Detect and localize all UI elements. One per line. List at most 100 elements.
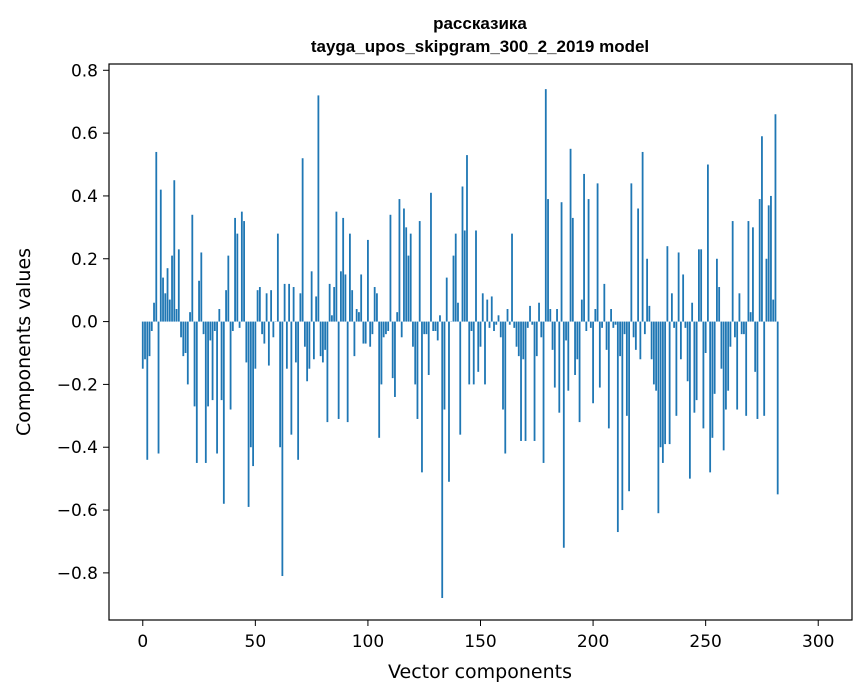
bar <box>321 321 324 363</box>
bar <box>625 321 628 416</box>
bar <box>416 321 419 419</box>
bar <box>436 321 439 341</box>
bar <box>670 293 673 322</box>
bar <box>380 321 383 385</box>
bar <box>398 199 401 322</box>
x-tick-label: 50 <box>245 632 267 652</box>
bar <box>412 321 414 347</box>
bar <box>157 321 160 454</box>
bar <box>720 321 723 369</box>
y-tick-label: 0.2 <box>71 250 98 270</box>
bar <box>495 321 498 325</box>
bar <box>432 321 435 331</box>
bar <box>763 321 766 416</box>
bar <box>243 221 245 322</box>
bar <box>738 293 741 322</box>
bar <box>180 321 182 338</box>
bar <box>195 321 198 463</box>
bar <box>767 205 770 322</box>
bar <box>531 321 534 325</box>
bar <box>216 321 218 454</box>
x-tick-label: 200 <box>577 632 609 652</box>
bar <box>439 315 441 322</box>
bar <box>490 296 493 322</box>
x-tick-label: 150 <box>464 632 496 652</box>
x-tick-label: 100 <box>352 632 384 652</box>
bar <box>207 321 209 407</box>
bar <box>526 321 529 328</box>
bar <box>333 287 336 322</box>
bar <box>463 230 466 322</box>
bar <box>427 321 430 375</box>
bar <box>182 321 185 357</box>
bar <box>700 249 703 322</box>
bar <box>589 321 592 328</box>
bar <box>414 321 417 385</box>
bar <box>621 321 624 511</box>
bar <box>743 321 745 335</box>
y-tick-label: 0.8 <box>71 61 98 81</box>
bar <box>276 233 279 322</box>
bar <box>529 305 531 322</box>
bar <box>704 321 707 353</box>
bar <box>749 312 752 322</box>
bar <box>369 321 372 347</box>
bar <box>400 321 403 338</box>
bar <box>211 321 214 401</box>
x-axis-ticks: 0 50 100 150 200 250 300 <box>137 620 834 652</box>
bar <box>758 199 761 322</box>
x-axis-label: Vector components <box>388 661 572 683</box>
bar <box>722 321 725 451</box>
bar <box>434 321 437 331</box>
bar <box>146 321 149 460</box>
bar <box>297 321 300 460</box>
bar <box>556 309 558 322</box>
bar <box>418 221 421 322</box>
bar <box>299 293 302 322</box>
bar <box>331 315 333 322</box>
bar <box>497 315 500 322</box>
bar <box>567 321 570 391</box>
bar <box>639 321 642 360</box>
bar <box>452 255 455 322</box>
bar <box>673 321 676 328</box>
bar <box>285 321 288 369</box>
bar <box>580 299 583 322</box>
bar <box>574 321 576 375</box>
bar <box>324 321 327 350</box>
bar <box>713 321 716 394</box>
bar <box>542 321 545 463</box>
chart-title-line2: tayga_upos_skipgram_300_2_2019 model <box>311 37 649 56</box>
bar <box>389 214 392 322</box>
y-tick-label: −0.2 <box>57 375 98 395</box>
bar <box>725 321 727 410</box>
bar <box>306 321 309 382</box>
bar <box>747 221 750 322</box>
bar <box>292 287 295 322</box>
bar <box>308 321 311 369</box>
bar <box>346 321 349 423</box>
bar <box>551 321 554 350</box>
bar <box>587 199 590 322</box>
bar <box>592 321 594 404</box>
bar <box>729 321 732 347</box>
bar <box>405 227 408 322</box>
bar <box>605 321 608 350</box>
bar <box>294 321 297 363</box>
bar <box>569 148 572 322</box>
bar <box>270 290 273 322</box>
bar <box>337 321 340 419</box>
bar <box>177 249 180 322</box>
bar <box>772 299 775 322</box>
bar <box>603 283 606 322</box>
bar <box>709 321 712 473</box>
bar <box>445 277 448 322</box>
bar <box>477 321 480 372</box>
bar <box>245 321 248 363</box>
bar <box>202 321 205 335</box>
bar <box>707 164 709 322</box>
bar <box>258 287 261 322</box>
y-axis-label: Components values <box>13 248 35 436</box>
bar <box>213 321 216 331</box>
bar <box>488 321 491 328</box>
